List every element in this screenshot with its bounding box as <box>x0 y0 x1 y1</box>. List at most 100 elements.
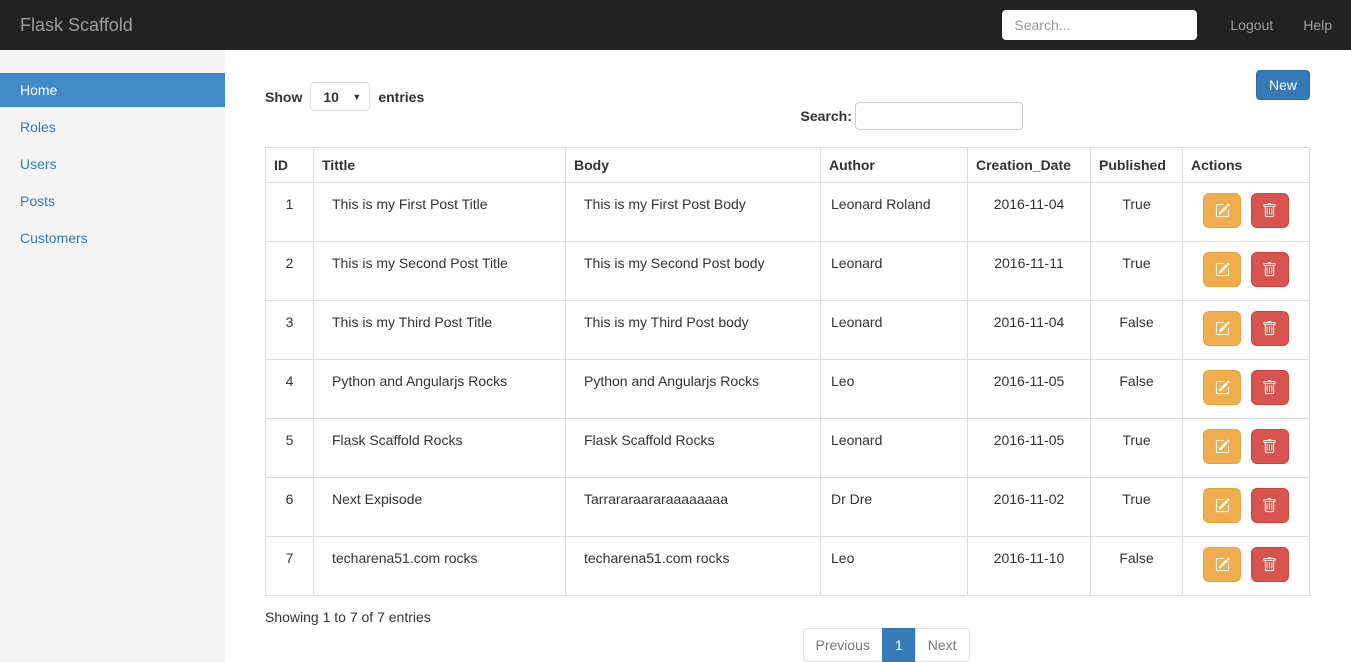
column-header-creation_date[interactable]: Creation_Date <box>967 147 1091 183</box>
cell-body: Flask Scaffold Rocks <box>565 418 821 478</box>
column-header-actions[interactable]: Actions <box>1182 147 1310 183</box>
table-row: 7 techarena51.com rocks techarena51.com … <box>265 536 1310 596</box>
table-row: 6 Next Expisode Tarrararaararaaaaaaaa Dr… <box>265 477 1310 537</box>
pagination-page-1[interactable]: 1 <box>881 628 916 662</box>
edit-button[interactable] <box>1203 370 1242 405</box>
cell-body: This is my Third Post body <box>565 300 821 360</box>
column-header-id[interactable]: ID <box>265 147 314 183</box>
help-link[interactable]: Help <box>1303 17 1332 33</box>
cell-published: True <box>1090 477 1183 537</box>
trash-icon <box>1262 203 1277 218</box>
show-label: Show <box>265 88 303 105</box>
delete-button[interactable] <box>1250 311 1289 346</box>
sidebar-item-posts[interactable]: Posts <box>0 184 225 218</box>
edit-button[interactable] <box>1203 488 1242 523</box>
cell-author: Leonard <box>820 300 968 360</box>
cell-body: This is my Second Post body <box>565 241 821 301</box>
delete-button[interactable] <box>1250 547 1289 582</box>
pencil-square-icon <box>1215 262 1230 277</box>
table-row: 5 Flask Scaffold Rocks Flask Scaffold Ro… <box>265 418 1310 478</box>
page-length-control: Show 10 ▼ entries <box>265 82 424 111</box>
sidebar: Home Roles Users Posts Customers <box>0 50 225 662</box>
edit-button[interactable] <box>1203 193 1242 228</box>
table-row: 1 This is my First Post Title This is my… <box>265 182 1310 242</box>
delete-button[interactable] <box>1250 193 1289 228</box>
table-row: 2 This is my Second Post Title This is m… <box>265 241 1310 301</box>
cell-published: True <box>1090 182 1183 242</box>
next-page-link[interactable]: Next <box>914 628 970 662</box>
cell-published: True <box>1090 241 1183 301</box>
trash-icon <box>1262 439 1277 454</box>
sidebar-item-label: Home <box>20 82 58 98</box>
cell-author: Dr Dre <box>820 477 968 537</box>
sidebar-item-home[interactable]: Home <box>0 73 225 107</box>
showing-entries-info: Showing 1 to 7 of 7 entries <box>265 609 431 625</box>
brand-link[interactable]: Flask Scaffold <box>20 14 133 35</box>
sidebar-item-customers[interactable]: Customers <box>0 221 225 255</box>
cell-id: 2 <box>265 241 314 301</box>
caret-down-icon: ▼ <box>352 91 362 102</box>
pagination-next[interactable]: Next <box>914 628 970 662</box>
delete-button[interactable] <box>1250 252 1289 287</box>
search-label: Search: <box>800 108 852 124</box>
previous-page-link[interactable]: Previous <box>802 628 883 662</box>
delete-button[interactable] <box>1250 488 1289 523</box>
cell-creation-date: 2016-11-11 <box>967 241 1091 301</box>
cell-id: 3 <box>265 300 314 360</box>
pencil-square-icon <box>1215 439 1230 454</box>
cell-id: 1 <box>265 182 314 242</box>
cell-id: 6 <box>265 477 314 537</box>
column-header-published[interactable]: Published <box>1090 147 1183 183</box>
cell-body: techarena51.com rocks <box>565 536 821 596</box>
cell-published: False <box>1090 300 1183 360</box>
cell-title: techarena51.com rocks <box>313 536 566 596</box>
cell-title: Python and Angularjs Rocks <box>313 359 566 419</box>
new-button[interactable]: New <box>1255 70 1310 100</box>
edit-button[interactable] <box>1203 547 1242 582</box>
cell-author: Leonard <box>820 241 968 301</box>
pencil-square-icon <box>1215 557 1230 572</box>
table-search-input[interactable] <box>854 102 1023 130</box>
cell-creation-date: 2016-11-04 <box>967 300 1091 360</box>
logout-link[interactable]: Logout <box>1230 17 1274 33</box>
pagination-previous[interactable]: Previous <box>802 628 883 662</box>
page-size-value: 10 <box>323 88 339 105</box>
cell-published: False <box>1090 359 1183 419</box>
trash-icon <box>1262 380 1277 395</box>
cell-published: False <box>1090 536 1183 596</box>
column-header-body[interactable]: Body <box>565 147 821 183</box>
cell-author: Leo <box>820 536 968 596</box>
navbar-search-input[interactable] <box>1002 10 1198 40</box>
sidebar-menu: Home Roles Users Posts Customers <box>0 73 225 255</box>
cell-id: 5 <box>265 418 314 478</box>
column-header-author[interactable]: Author <box>820 147 968 183</box>
pencil-square-icon <box>1215 498 1230 513</box>
trash-icon <box>1262 557 1277 572</box>
edit-button[interactable] <box>1203 311 1242 346</box>
pagination: Previous 1 Next <box>802 628 970 662</box>
cell-actions <box>1182 359 1310 419</box>
sidebar-item-roles[interactable]: Roles <box>0 110 225 144</box>
cell-actions <box>1182 477 1310 537</box>
sidebar-item-label: Customers <box>20 230 88 246</box>
sidebar-item-users[interactable]: Users <box>0 147 225 181</box>
cell-creation-date: 2016-11-05 <box>967 359 1091 419</box>
cell-body: Tarrararaararaaaaaaaa <box>565 477 821 537</box>
cell-creation-date: 2016-11-10 <box>967 536 1091 596</box>
edit-button[interactable] <box>1203 429 1242 464</box>
cell-author: Leonard <box>820 418 968 478</box>
cell-body: This is my First Post Body <box>565 182 821 242</box>
edit-button[interactable] <box>1203 252 1242 287</box>
table-body: 1 This is my First Post Title This is my… <box>265 182 1310 596</box>
cell-title: Next Expisode <box>313 477 566 537</box>
sidebar-item-label: Users <box>20 156 57 172</box>
cell-creation-date: 2016-11-02 <box>967 477 1091 537</box>
column-header-tittle[interactable]: Tittle <box>313 147 566 183</box>
delete-button[interactable] <box>1250 370 1289 405</box>
current-page-link[interactable]: 1 <box>881 628 916 662</box>
page-size-select[interactable]: 10 ▼ <box>310 82 371 111</box>
pencil-square-icon <box>1215 321 1230 336</box>
delete-button[interactable] <box>1250 429 1289 464</box>
cell-actions <box>1182 536 1310 596</box>
cell-author: Leonard Roland <box>820 182 968 242</box>
